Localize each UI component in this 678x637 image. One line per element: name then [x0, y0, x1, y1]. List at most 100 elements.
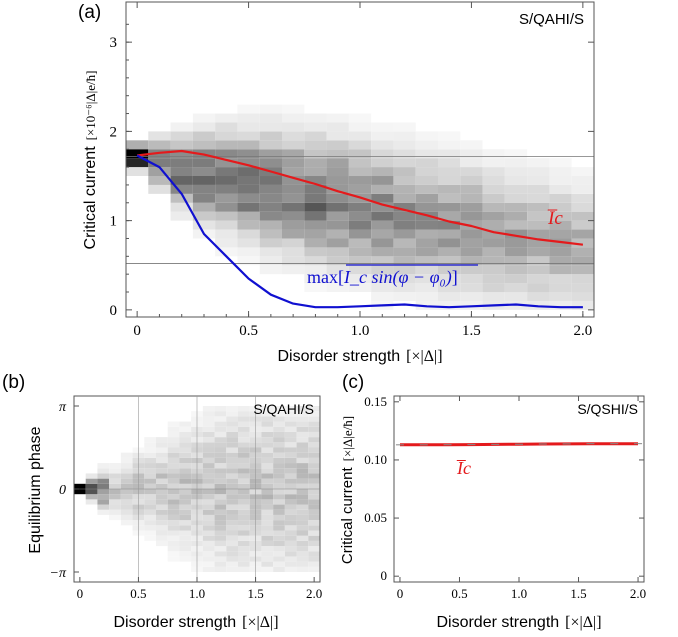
heatmap-cell — [326, 283, 349, 293]
heatmap-cell — [237, 158, 260, 168]
heatmap-cell — [549, 292, 572, 301]
heatmap-cell — [326, 229, 349, 239]
heatmap-cell — [215, 167, 238, 177]
heatmap-cell — [179, 426, 192, 432]
heatmap-cell — [214, 514, 227, 521]
heatmap-cell — [120, 463, 133, 469]
heatmap-cell — [167, 463, 180, 469]
heatmap-cell — [156, 478, 168, 484]
heatmap-cell — [202, 406, 215, 412]
heatmap-cell — [304, 274, 327, 284]
heatmap-cell — [238, 416, 250, 422]
heatmap-cell — [215, 202, 238, 212]
heatmap-cell — [144, 514, 156, 521]
heatmap-cell — [156, 468, 168, 474]
heatmap-cell — [202, 525, 215, 531]
heatmap-cell — [237, 131, 260, 141]
heatmap-cell — [179, 525, 192, 531]
heatmap-cell — [259, 140, 282, 150]
heatmap-cell — [261, 411, 274, 417]
heatmap-cell — [482, 247, 505, 257]
heatmap-cell — [296, 431, 309, 438]
heatmap-cell — [120, 504, 133, 510]
heatmap-cell — [156, 473, 168, 479]
heatmap-cell — [284, 447, 297, 453]
heatmap-cell — [482, 158, 505, 168]
heatmap-cell — [202, 457, 215, 464]
heatmap-cell — [571, 238, 594, 248]
heatmap-cell — [226, 431, 238, 438]
heatmap-cell — [296, 556, 309, 562]
heatmap-cell — [296, 535, 309, 541]
heatmap-cell — [202, 509, 215, 515]
heatmap-cell — [549, 167, 572, 177]
heatmap-cell — [156, 525, 168, 531]
heatmap-cell — [296, 525, 309, 531]
heatmap-cell — [179, 463, 192, 469]
heatmap-cell — [148, 176, 171, 185]
heatmap-cell — [261, 509, 274, 515]
heatmap-cell — [109, 504, 121, 510]
panel-a-max-label: max[I_c sin(φ − φ₀)] — [307, 264, 478, 288]
heatmap-cell — [326, 176, 349, 185]
heatmap-cell — [259, 122, 282, 132]
heatmap-cell — [460, 238, 483, 248]
heatmap-cell — [304, 265, 327, 275]
panel-c-frame — [393, 395, 645, 583]
heatmap-cell — [202, 447, 215, 453]
heatmap-cell — [504, 229, 528, 239]
heatmap-cell — [156, 509, 168, 515]
heatmap-cell — [170, 140, 193, 150]
heatmap-cell — [308, 452, 320, 458]
heatmap-cell — [296, 551, 309, 557]
heatmap-cell — [192, 184, 216, 194]
heatmap-cell — [226, 416, 238, 422]
heatmap-cell — [156, 530, 168, 536]
heatmap-cell — [371, 149, 394, 159]
heatmap-cell — [371, 229, 394, 239]
heatmap-cell — [167, 530, 180, 536]
heatmap-cell — [214, 504, 227, 510]
heatmap-cell — [304, 176, 327, 185]
heatmap-cell — [549, 184, 572, 194]
heatmap-cell — [438, 149, 461, 159]
heatmap-cell — [214, 421, 227, 427]
heatmap-cell — [156, 504, 168, 510]
heatmap-cell — [120, 499, 133, 505]
heatmap-cell — [273, 426, 285, 432]
heatmap-cell — [393, 292, 416, 301]
heatmap-cell — [273, 437, 285, 443]
y-tick-label: 0 — [381, 568, 388, 583]
heatmap-cell — [261, 514, 274, 521]
heatmap-cell — [273, 421, 285, 427]
heatmap-cell — [215, 113, 238, 123]
heatmap-cell — [261, 561, 274, 567]
heatmap-cell — [237, 140, 260, 150]
heatmap-cell — [214, 566, 227, 572]
heatmap-cell — [261, 540, 274, 547]
heatmap-cell — [393, 131, 416, 141]
heatmap-cell — [202, 416, 215, 422]
heatmap-cell — [348, 113, 372, 123]
heatmap-cell — [415, 256, 438, 266]
heatmap-cell — [296, 447, 309, 453]
heatmap-cell — [308, 478, 320, 484]
heatmap-cell — [109, 509, 121, 515]
heatmap-cell — [179, 520, 192, 526]
heatmap-cell — [215, 193, 238, 203]
heatmap-cell — [284, 561, 297, 567]
heatmap-cell — [259, 158, 282, 168]
heatmap-cell — [273, 411, 285, 417]
heatmap-cell — [296, 489, 309, 495]
heatmap-cell — [273, 468, 285, 474]
heatmap-cell — [237, 193, 260, 203]
heatmap-cell — [273, 556, 285, 562]
heatmap-cell — [261, 406, 274, 412]
heatmap-cell — [482, 193, 505, 203]
heatmap-cell — [238, 483, 250, 489]
heatmap-cell — [326, 256, 349, 266]
heatmap-cell — [109, 499, 121, 505]
panel-a-xlabel: Disorder strength [×|Δ|] — [277, 348, 442, 365]
heatmap-cell — [170, 176, 193, 185]
